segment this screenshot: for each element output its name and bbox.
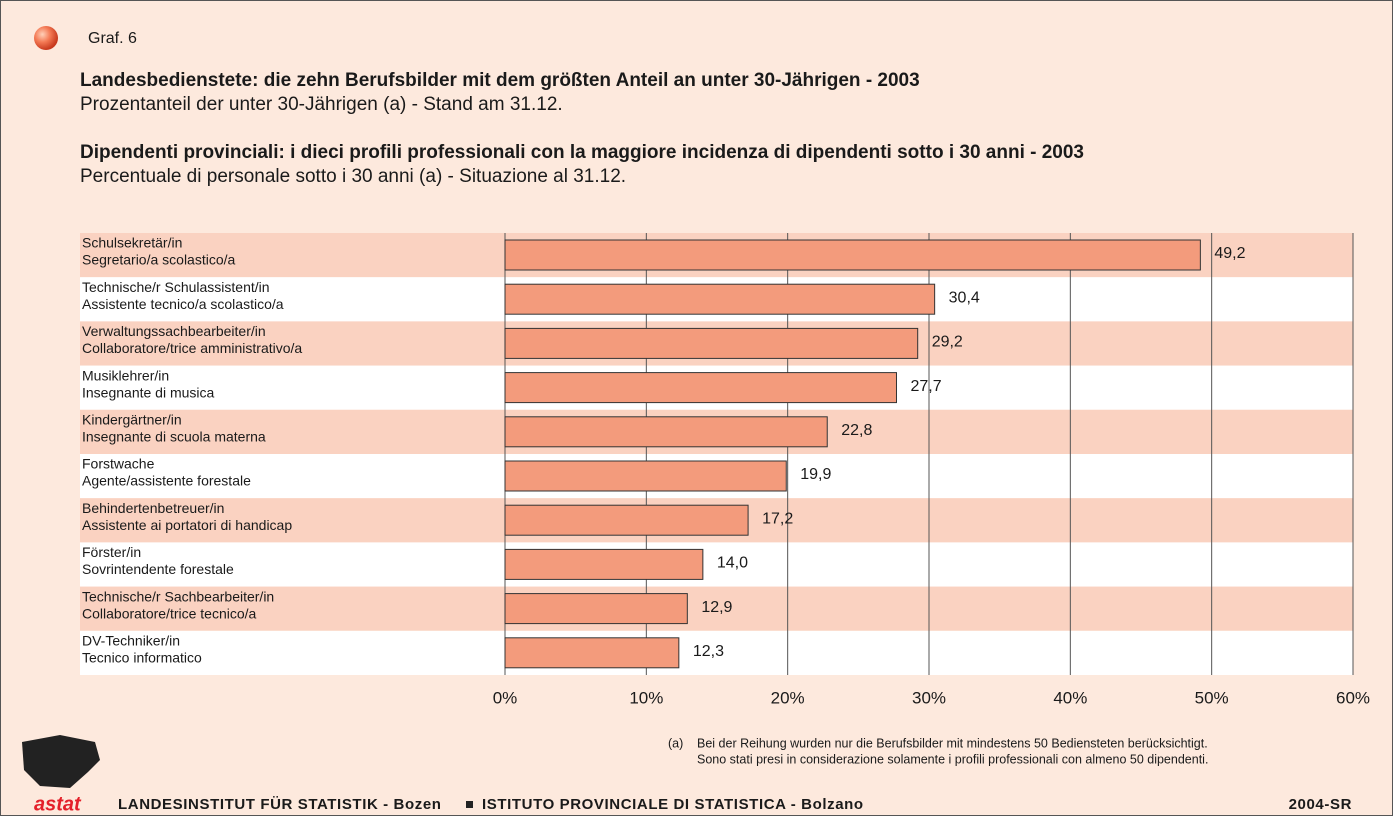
value-label: 12,9: [701, 599, 732, 616]
category-label: Segretario/a scolastico/a: [82, 252, 236, 268]
category-label: Technische/r Schulassistent/in: [82, 279, 270, 295]
x-tick-label: 20%: [771, 688, 805, 707]
x-tick-label: 40%: [1053, 688, 1087, 707]
bar: [504, 637, 680, 669]
value-label: 49,2: [1214, 245, 1245, 262]
chart-title: Landesbedienstete: die zehn Berufsbilder…: [80, 70, 920, 91]
category-label: Behindertenbetreuer/in: [82, 500, 224, 516]
value-label: 17,2: [762, 510, 793, 527]
bar: [504, 372, 897, 404]
x-tick-label: 30%: [912, 688, 946, 707]
category-label: Forstwache: [82, 456, 155, 472]
x-tick-label: 0%: [493, 688, 518, 707]
logo: astat: [34, 793, 82, 815]
footnote: Sono stati presi in considerazione solam…: [697, 752, 1208, 766]
footnote-marker: (a): [668, 736, 683, 750]
bar: [504, 593, 688, 625]
separator: [466, 801, 473, 808]
bar: [504, 327, 919, 359]
category-label: Agente/assistente forestale: [82, 473, 251, 489]
category-label: Collaboratore/trice amministrativo/a: [82, 340, 302, 356]
grid: 0% 10% 20% 30% 40% 50% 60%: [493, 233, 1370, 707]
category-label: Insegnante di musica: [82, 384, 215, 400]
value-label: 12,3: [693, 643, 724, 660]
category-label: Schulsekretär/in: [82, 235, 182, 251]
institute: ISTITUTO PROVINCIALE DI STATISTICA - Bol…: [482, 796, 864, 813]
value-label: 22,8: [841, 422, 872, 439]
row-band: [80, 586, 1353, 631]
row-band: [80, 542, 1353, 587]
code: 2004-SR: [1289, 796, 1352, 813]
category-label: Musiklehrer/in: [82, 367, 169, 383]
x-tick-label: 50%: [1195, 688, 1229, 707]
bar: [504, 548, 704, 580]
category-label: Insegnante di scuola materna: [82, 429, 266, 445]
icon: [34, 26, 58, 50]
bar: [504, 460, 787, 492]
institute: LANDESINSTITUT FÜR STATISTIK - Bozen: [118, 796, 442, 813]
category-label: Verwaltungssachbearbeiter/in: [82, 323, 266, 339]
bars: 49,2 30,4 29,2 27,7 22,8 19,9 17,2 14,0 12,9 12,3: [504, 239, 1246, 669]
category-label: Collaboratore/trice tecnico/a: [82, 605, 257, 621]
value-label: 19,9: [800, 466, 831, 483]
row-band: [80, 630, 1353, 675]
category-label: DV-Techniker/in: [82, 633, 180, 649]
footnote: Bei der Reihung wurden nur die Berufsbil…: [697, 736, 1208, 750]
value-label: 29,2: [932, 334, 963, 351]
chart-subtitle: Prozentanteil der unter 30-Jährigen (a) …: [80, 94, 563, 115]
category-label: Technische/r Sachbearbeiter/in: [82, 588, 274, 604]
bar: [504, 416, 828, 448]
category-label: Assistente tecnico/a scolastico/a: [82, 296, 284, 312]
x-tick-label: 60%: [1336, 688, 1370, 707]
category-label: Kindergärtner/in: [82, 412, 182, 428]
x-tick-label: 10%: [629, 688, 663, 707]
bar: [504, 283, 936, 315]
category-label: Förster/in: [82, 544, 141, 560]
chart-subtitle: Percentuale di personale sotto i 30 anni…: [80, 166, 626, 187]
category-label: Sovrintendente forestale: [82, 561, 234, 577]
chart-title: Dipendenti provinciali: i dieci profili …: [80, 142, 1084, 163]
logo-shape: [22, 735, 100, 788]
value-label: 14,0: [717, 555, 748, 572]
bar: [504, 239, 1201, 271]
category-label: Tecnico informatico: [82, 650, 202, 666]
bar: [504, 504, 749, 536]
value-label: 27,7: [910, 378, 941, 395]
value-label: 30,4: [949, 289, 980, 306]
category-label: Assistente ai portatori di handicap: [82, 517, 292, 533]
chart-label: Graf. 6: [88, 30, 137, 47]
